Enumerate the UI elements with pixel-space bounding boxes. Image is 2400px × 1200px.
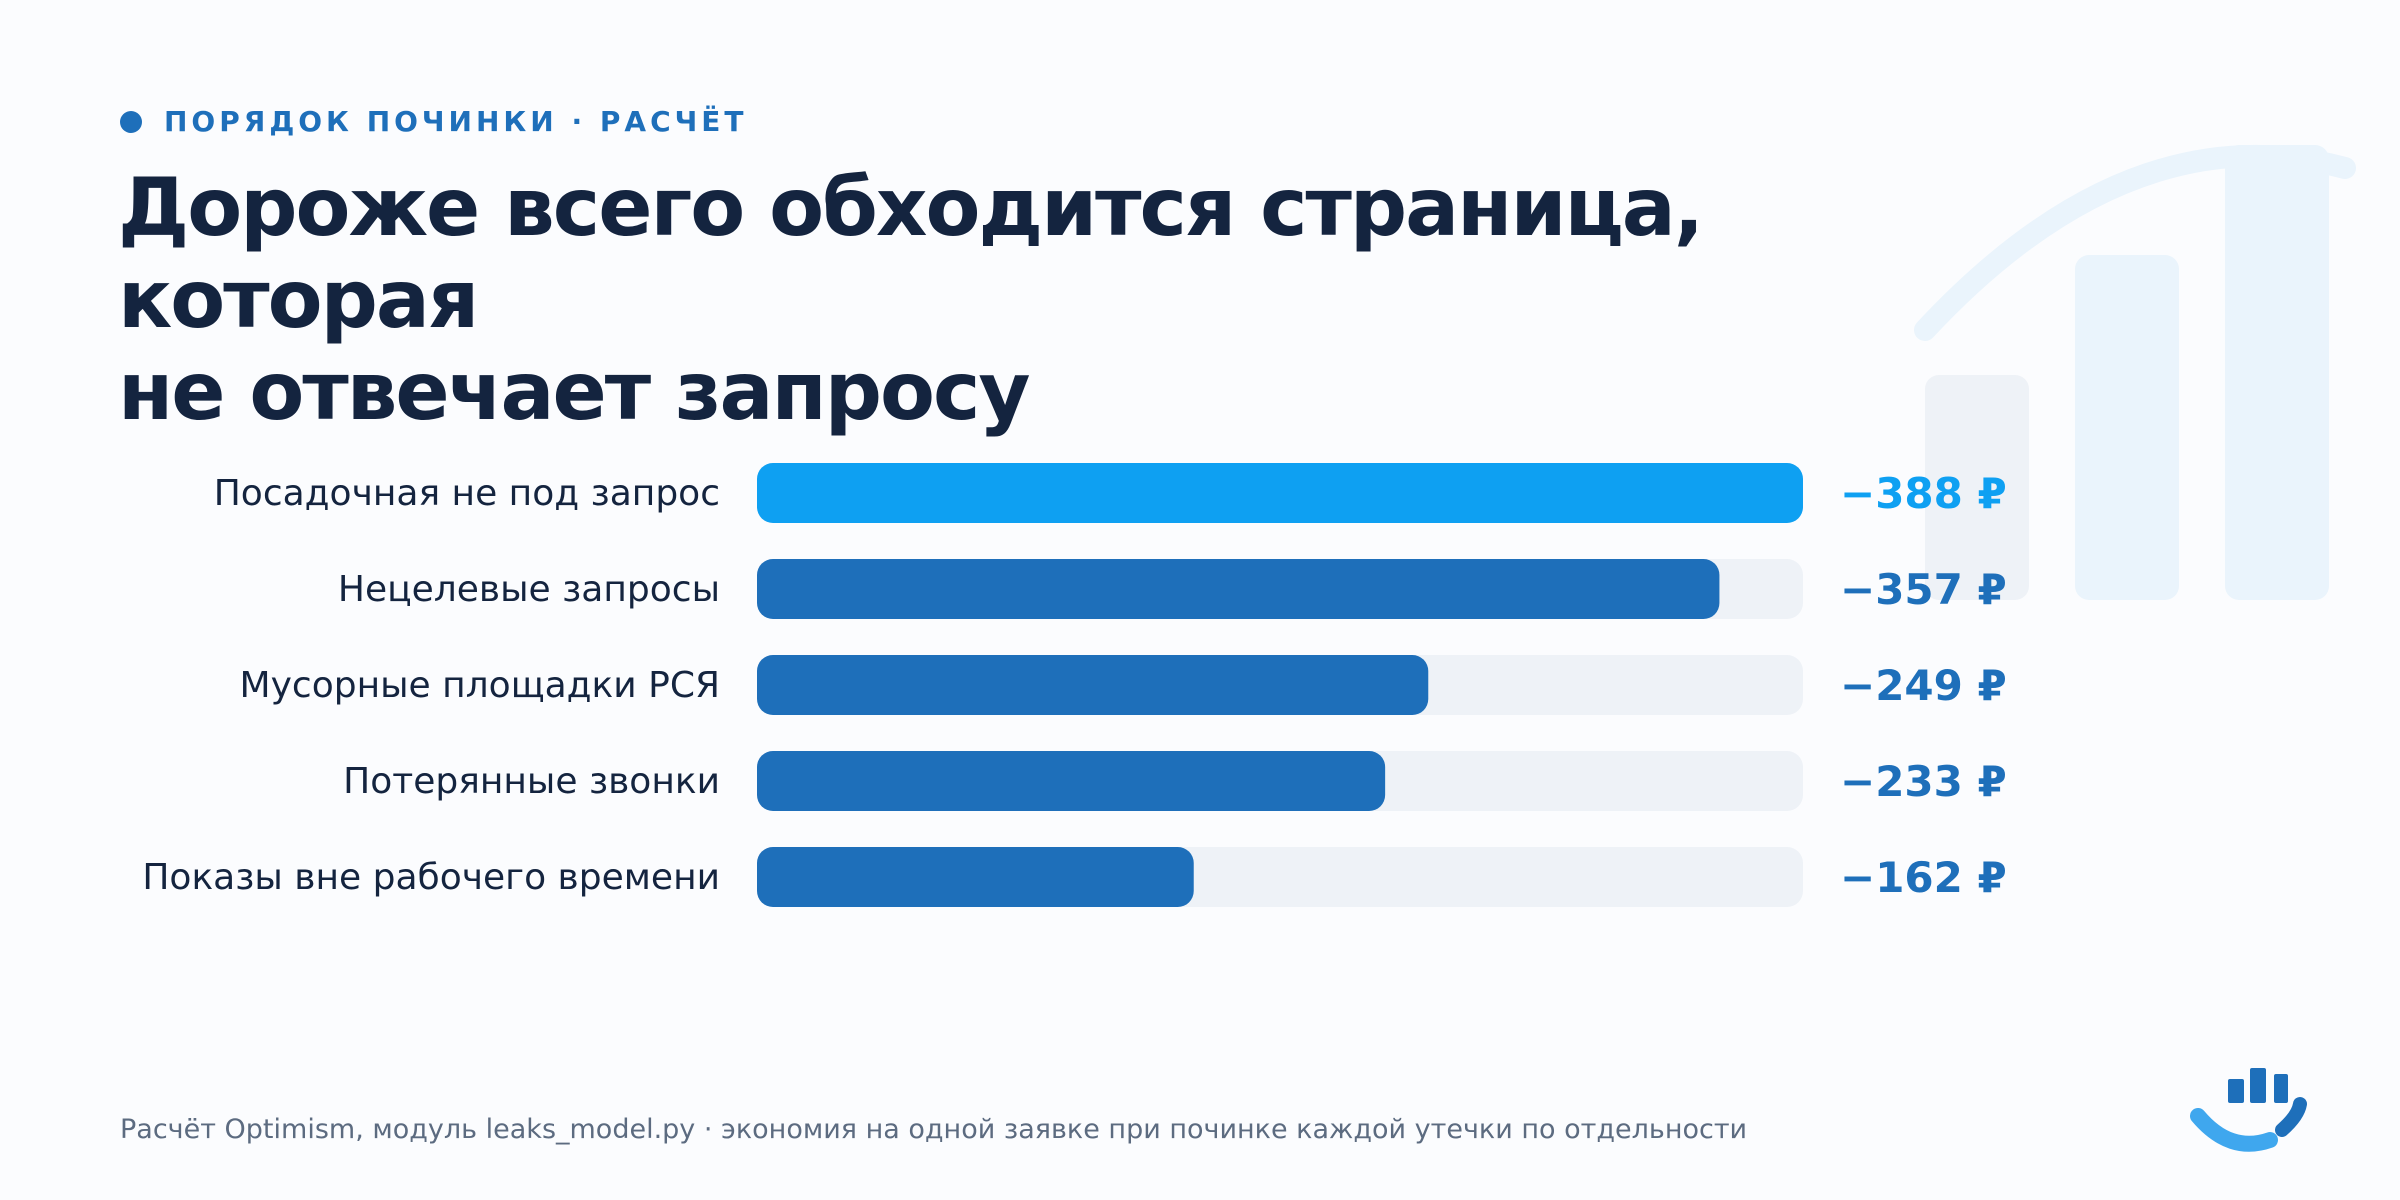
background-growth-arc — [1914, 144, 2356, 341]
bar — [757, 751, 1386, 811]
bar — [757, 847, 1194, 907]
page-title-line-2: не отвечает запросу — [118, 345, 1031, 438]
page-title-line-1: Дороже всего обходится страница, которая — [118, 161, 1704, 346]
bar-value-label: −162 ₽ — [1840, 853, 2007, 902]
bar-value-label: −249 ₽ — [1840, 661, 2007, 710]
bar-label: Посадочная не под запрос — [214, 473, 720, 514]
bar-chart-logo-icon — [2190, 1068, 2307, 1152]
bar-value-label: −388 ₽ — [1840, 469, 2007, 518]
bar — [757, 655, 1429, 715]
bar — [757, 559, 1720, 619]
bar-value-label: −357 ₽ — [1840, 565, 2007, 614]
bar-value-label: −233 ₽ — [1840, 757, 2007, 806]
bar-label: Нецелевые запросы — [338, 569, 720, 610]
bar — [757, 463, 1803, 523]
footnote: Расчёт Optimism, модуль leaks_model.py ·… — [120, 1114, 1748, 1145]
background-bar-tall — [2225, 145, 2329, 600]
bar-label: Мусорные площадки РСЯ — [240, 665, 720, 706]
eyebrow-dot — [120, 111, 142, 133]
background-bar-small — [1925, 375, 2029, 600]
eyebrow: ПОРЯДОК ПОЧИНКИ · РАСЧЁТ — [120, 104, 747, 140]
bar-label: Показы вне рабочего времени — [142, 857, 720, 898]
eyebrow-text: ПОРЯДОК ПОЧИНКИ · РАСЧЁТ — [164, 105, 748, 138]
background-bar-medium — [2075, 255, 2179, 600]
bar-label: Потерянные звонки — [343, 761, 720, 802]
page-title: Дороже всего обходится страница, которая… — [118, 162, 2018, 438]
